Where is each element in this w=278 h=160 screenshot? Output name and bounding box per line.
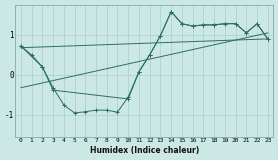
X-axis label: Humidex (Indice chaleur): Humidex (Indice chaleur) [90, 146, 199, 155]
